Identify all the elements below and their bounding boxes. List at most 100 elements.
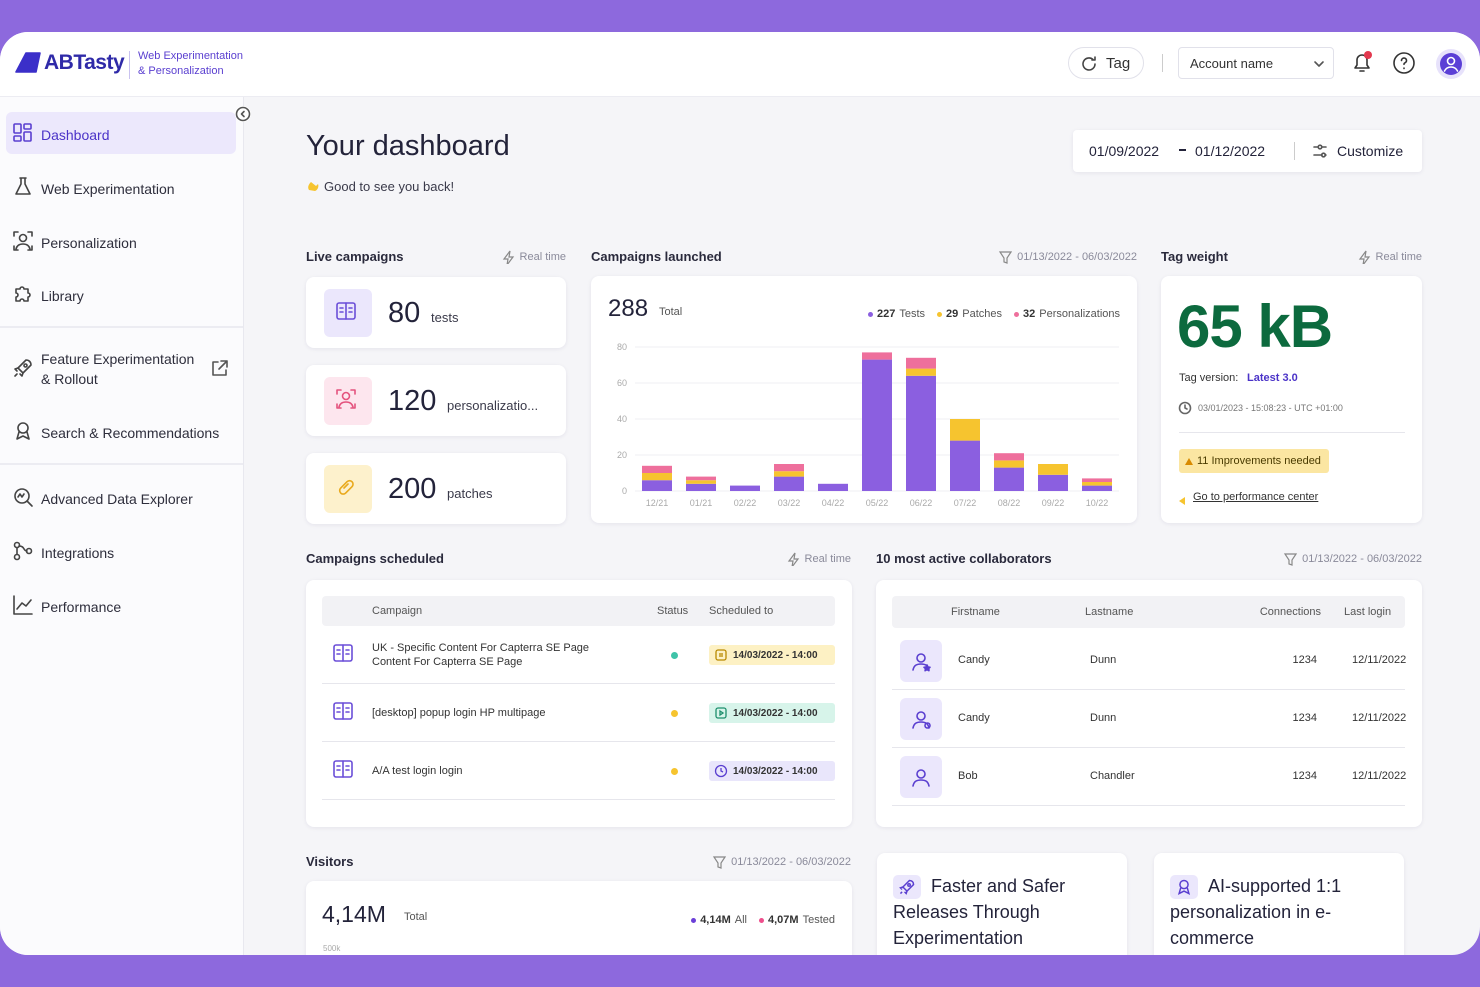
icon-part — [1393, 52, 1415, 74]
legend-count: 32 — [1023, 308, 1036, 320]
sidebar-item[interactable]: Advanced Data Explorer — [6, 476, 236, 518]
table-cell: 1234 — [1292, 654, 1317, 666]
sidebar-item[interactable]: Personalization — [6, 220, 236, 262]
brand-divider — [129, 51, 130, 79]
icon-part — [1314, 61, 1324, 67]
date-range-box[interactable]: 01/09/2022 01/12/2022 Customize — [1073, 130, 1422, 172]
visitors-total: 4,14M — [322, 901, 386, 927]
sidebar-item[interactable]: Performance — [6, 584, 236, 626]
legend-name: Patches — [962, 308, 1003, 320]
live-campaign-card[interactable]: 120 personalizatio... — [306, 365, 566, 436]
icon-part — [907, 883, 912, 888]
table-cell: 12/11/2022 — [1352, 654, 1407, 666]
tag-button[interactable]: Tag — [1068, 47, 1144, 79]
column-header: Campaign — [372, 605, 423, 617]
icon-part — [336, 702, 350, 720]
icon-part — [1358, 250, 1370, 266]
table-row[interactable]: [desktop] popup login HP multipage 14/03/… — [322, 684, 835, 742]
sidebar-item[interactable]: Library — [6, 273, 236, 315]
icon-part — [1178, 401, 1192, 415]
icon-part — [1179, 879, 1189, 890]
date-filter: 01/13/2022 - 06/03/2022 — [1283, 551, 1422, 567]
sidebar-item[interactable]: Feature Experimentation & Rollout — [6, 347, 236, 389]
icon-part — [899, 879, 915, 896]
bell-button[interactable] — [1350, 50, 1376, 81]
account-select[interactable]: Account name — [1178, 47, 1334, 79]
live-campaign-card[interactable]: 80 tests — [306, 277, 566, 348]
icon-part — [15, 177, 31, 195]
date-divider — [1294, 142, 1295, 160]
nav-label: Advanced Data Explorer — [41, 491, 193, 507]
collapse-button[interactable] — [235, 106, 251, 122]
icon-part — [1179, 497, 1185, 505]
badge-text: Real time — [804, 553, 851, 565]
app-window: ABTasty Web Experimentation & Personalizat… — [0, 32, 1480, 955]
legend-name: Personalizations — [1039, 308, 1120, 320]
nav-label: Library — [41, 288, 84, 304]
icon-part — [17, 493, 33, 507]
badge-text: 01/13/2022 - 06/03/2022 — [731, 856, 851, 868]
date-from: 01/09/2022 — [1089, 143, 1160, 159]
bar-segment — [994, 460, 1024, 468]
icon-part — [16, 545, 28, 555]
wave-icon — [306, 178, 320, 197]
chevron — [1313, 57, 1325, 75]
link-icon — [1178, 492, 1190, 510]
article-card[interactable]: Faster and Safer Releases Through Experi… — [877, 853, 1127, 955]
legend-item: 227 Tests — [867, 308, 925, 320]
icon-part — [1393, 52, 1415, 74]
article-title: AI-supported 1:1 personalization in e-co… — [1170, 873, 1395, 951]
legend-count: 227 — [876, 308, 896, 320]
external-icon — [210, 358, 230, 383]
sidebar-item[interactable]: Search & Recommendations — [6, 410, 236, 452]
icon-part — [235, 106, 251, 122]
help-button[interactable] — [1392, 51, 1418, 82]
sidebar-item[interactable]: Web Experimentation — [6, 166, 236, 208]
avatar-button[interactable] — [1436, 49, 1466, 79]
performance-link[interactable]: Go to performance center — [1193, 491, 1319, 503]
icon-part — [715, 707, 727, 719]
icon-part — [1317, 144, 1323, 150]
campaign-icon — [324, 377, 372, 425]
table-row[interactable]: A/A test login login 14/03/2022 - 14:00 — [322, 742, 835, 800]
article-icon — [1170, 875, 1198, 900]
icon-part — [15, 243, 31, 250]
sidebar-item[interactable]: Dashboard — [6, 112, 236, 154]
visitors-card: 4,14M Total 4,14M All 4,07M Tested 500k — [306, 881, 852, 955]
article-icon — [893, 875, 921, 900]
chip-icon — [714, 764, 728, 778]
scheduled-card: Campaign Status Scheduled to UK - Specific … — [306, 580, 852, 827]
icon-part — [212, 360, 228, 376]
visitors-legend: 4,14M All 4,07M Tested — [691, 914, 835, 926]
icon-part — [13, 123, 32, 142]
icon-part — [719, 653, 723, 657]
bar-segment — [774, 464, 804, 472]
tag-timestamp: 03/01/2023 - 15:08:23 - UTC +01:00 — [1198, 403, 1343, 413]
nav-label: Integrations — [41, 545, 115, 561]
legend-dot — [759, 917, 764, 923]
icon-part — [17, 422, 29, 434]
nav-icon — [12, 283, 34, 310]
section-title: 10 most active collaborators — [876, 551, 1052, 566]
bar-segment — [774, 471, 804, 477]
schedule-chip: 14/03/2022 - 14:00 — [709, 703, 835, 723]
icon-part — [912, 769, 930, 787]
bar-segment — [1038, 464, 1068, 475]
row-icon — [332, 758, 356, 787]
sidebar-item[interactable]: Integrations — [6, 530, 236, 572]
icon-part — [15, 52, 41, 73]
page-title: Your dashboard — [306, 130, 510, 162]
y-tick-label: 80 — [617, 342, 627, 352]
table-row[interactable]: UK - Specific Content For Capterra SE Pa… — [322, 626, 835, 684]
icon-part — [336, 389, 356, 409]
nav-icon — [12, 594, 34, 621]
icon-part — [1178, 401, 1192, 415]
icon-part — [912, 721, 930, 729]
live-campaign-card[interactable]: 200 patches — [306, 453, 566, 524]
icon-part — [1082, 56, 1096, 71]
legend-name: Tested — [802, 914, 835, 926]
bar-segment — [1082, 485, 1112, 491]
section-title: Campaigns launched — [591, 249, 722, 264]
icon-part — [15, 286, 31, 302]
article-card[interactable]: AI-supported 1:1 personalization in e-co… — [1154, 853, 1404, 955]
